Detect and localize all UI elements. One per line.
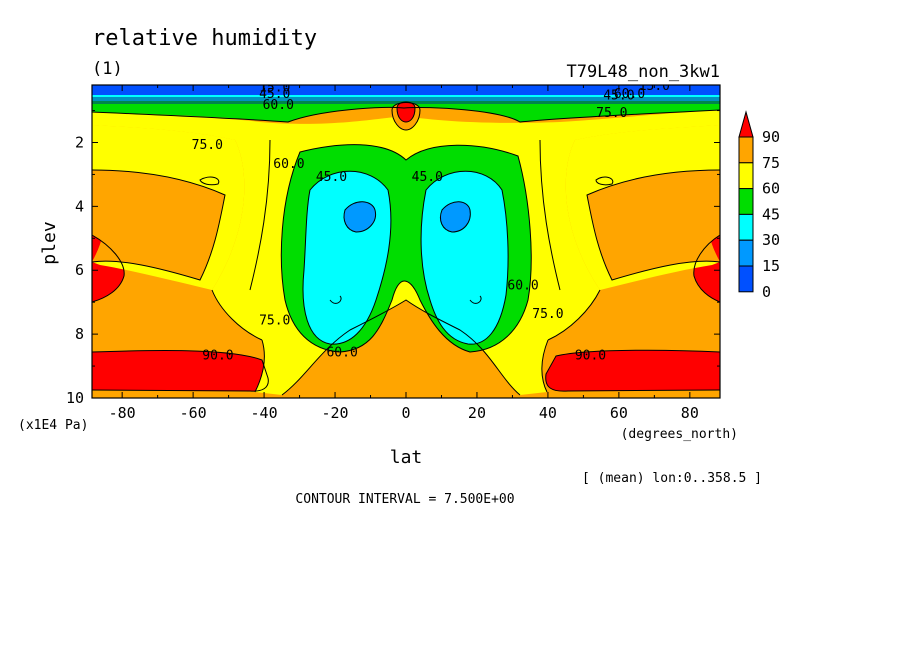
contour-field: 15.045.060.075.060.045.0 45.075.060.090.0… <box>92 79 720 398</box>
colorbar-extend-arrow <box>738 110 754 138</box>
band-75-right-pocket <box>587 170 720 280</box>
band-75-left-pocket <box>92 170 225 280</box>
y-tick-label: 2 <box>75 133 84 151</box>
band-equator-plume-red <box>397 102 415 122</box>
colorbar-label: 75 <box>762 154 780 172</box>
x-tick-label: 40 <box>539 404 557 422</box>
band-top-lines <box>92 97 720 104</box>
band-60-75-upper-r <box>574 125 720 196</box>
panel-label: (1) <box>92 59 123 79</box>
colorbar-label: 0 <box>762 283 771 301</box>
contour-label: 45.0 <box>412 170 443 185</box>
colorbar-label: 30 <box>762 231 780 249</box>
y-tick-label: 6 <box>75 261 84 279</box>
contour-label: 60.0 <box>614 87 645 102</box>
x-tick-label: 0 <box>401 404 410 422</box>
y-axis-label: plev <box>39 221 60 264</box>
contour-label: 60.0 <box>507 278 538 293</box>
axis-ticks: -80 -60 -40 -20 0 20 40 60 80 2 4 6 8 10 <box>66 85 720 422</box>
colorbar-label: 45 <box>762 205 780 223</box>
x-tick-label: 60 <box>610 404 628 422</box>
contour-label: 60.0 <box>326 345 357 360</box>
x-tick-label: -40 <box>251 404 278 422</box>
experiment-label: T79L48_non_3kw1 <box>566 62 720 82</box>
colorbar-swatch <box>738 188 754 215</box>
contour-label: 75.0 <box>596 106 627 121</box>
contour-label: 75.0 <box>192 138 223 153</box>
y-tick-label: 8 <box>75 325 84 343</box>
x-axis-label: lat <box>390 447 423 468</box>
band-60-75-upper <box>92 125 237 196</box>
band-15-30-left <box>344 201 376 232</box>
colorbar-swatch <box>738 239 754 267</box>
contour-label: 45.0 <box>603 88 634 103</box>
contour-label: 75.0 <box>532 307 563 322</box>
x-tick-label: -60 <box>180 404 207 422</box>
colorbar-label: 90 <box>762 128 780 146</box>
contour-label: 90.0 <box>575 349 606 364</box>
contour-interval: CONTOUR INTERVAL = 7.500E+00 <box>295 492 514 507</box>
y-axis-unit: (x1E4 Pa) <box>18 418 88 433</box>
colorbar-label: 15 <box>762 257 780 275</box>
x-tick-label: 20 <box>468 404 486 422</box>
colorbar-swatch <box>738 136 754 164</box>
contour-labels: 15.045.060.075.060.045.0 45.075.060.090.0… <box>192 79 670 364</box>
y-tick-label: 4 <box>75 197 84 215</box>
x-axis-unit: (degrees_north) <box>621 427 738 442</box>
colorbar-swatch <box>738 213 754 241</box>
contour-lines <box>92 101 720 396</box>
contour-label: 90.0 <box>202 349 233 364</box>
colorbar: 0 15 30 45 60 75 90 <box>738 110 780 301</box>
contour-label: 45.0 <box>316 170 347 185</box>
x-tick-label: -80 <box>109 404 136 422</box>
band-15-30-right <box>440 201 471 232</box>
y-tick-label: 10 <box>66 389 84 407</box>
contour-label: 15.0 <box>259 80 290 95</box>
contour-label: 60.0 <box>273 157 304 172</box>
colorbar-swatch <box>738 162 754 190</box>
band-90-right <box>545 350 720 392</box>
x-tick-label: -20 <box>321 404 348 422</box>
colorbar-swatch <box>738 265 754 293</box>
plot-title: relative humidity <box>92 26 317 51</box>
band-45-60-top <box>92 100 720 122</box>
colorbar-label: 60 <box>762 180 780 198</box>
x-tick-label: 80 <box>681 404 699 422</box>
band-90-left <box>92 350 269 392</box>
contour-label: 45.0 <box>259 87 290 102</box>
contour-label: 75.0 <box>259 314 290 329</box>
contour-label: 15.0 <box>639 79 670 94</box>
mean-note: [ (mean) lon:0..358.5 ] <box>582 471 762 486</box>
contour-label: 60.0 <box>263 98 294 113</box>
